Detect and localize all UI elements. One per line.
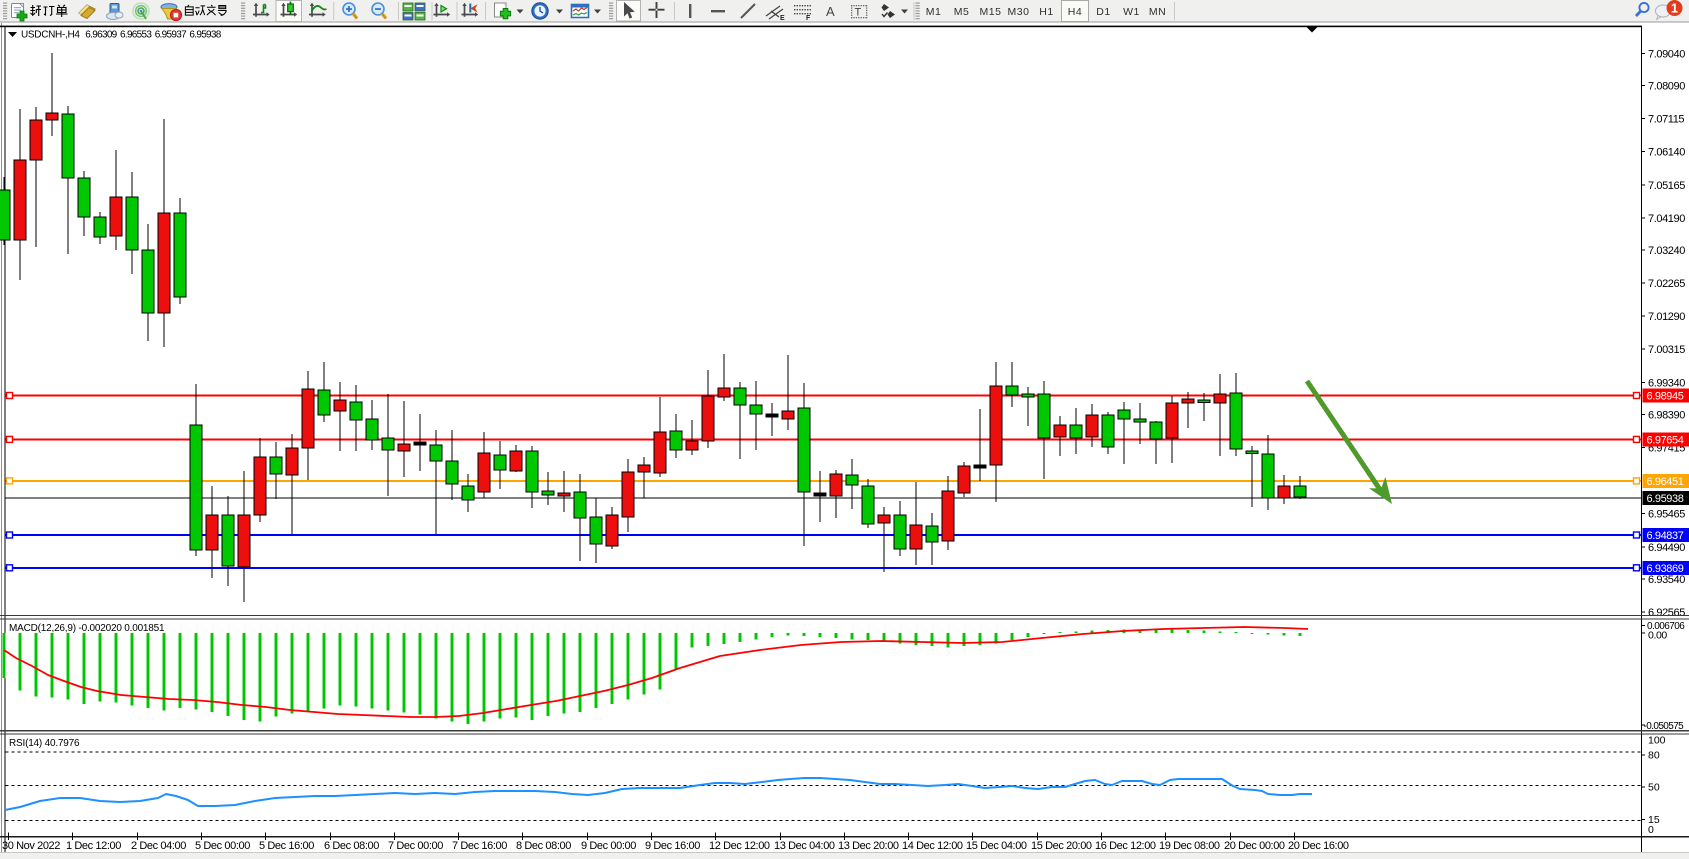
- svg-text:30 Nov 2022: 30 Nov 2022: [2, 840, 60, 852]
- svg-text:7.06140: 7.06140: [1648, 147, 1685, 159]
- svg-text:H4: H4: [1068, 6, 1082, 18]
- svg-text:8 Dec 08:00: 8 Dec 08:00: [516, 840, 571, 852]
- svg-text:5 Dec 00:00: 5 Dec 00:00: [195, 840, 250, 852]
- svg-text:6.99340: 6.99340: [1648, 377, 1685, 389]
- svg-text:0: 0: [1648, 824, 1654, 836]
- svg-text:9 Dec 16:00: 9 Dec 16:00: [645, 840, 700, 852]
- svg-text:6.98390: 6.98390: [1648, 410, 1685, 422]
- svg-text:6.92565: 6.92565: [1648, 607, 1685, 619]
- svg-text:12 Dec 12:00: 12 Dec 12:00: [709, 840, 770, 852]
- svg-text:15 Dec 20:00: 15 Dec 20:00: [1031, 840, 1092, 852]
- svg-text:7.08090: 7.08090: [1648, 81, 1685, 93]
- svg-text:7.07115: 7.07115: [1648, 114, 1684, 126]
- svg-text:6.96553: 6.96553: [120, 30, 152, 41]
- svg-text:16 Dec 12:00: 16 Dec 12:00: [1095, 840, 1156, 852]
- svg-text:MN: MN: [1149, 6, 1166, 18]
- svg-text:6.95937: 6.95937: [155, 30, 187, 41]
- svg-text:6.95465: 6.95465: [1648, 509, 1685, 521]
- svg-text:7.01290: 7.01290: [1648, 311, 1685, 323]
- svg-text:7 Dec 00:00: 7 Dec 00:00: [388, 840, 443, 852]
- svg-text:M15: M15: [980, 6, 1002, 18]
- svg-text:M5: M5: [954, 6, 970, 18]
- svg-text:15: 15: [1648, 814, 1660, 826]
- svg-text:6 Dec 08:00: 6 Dec 08:00: [324, 840, 379, 852]
- svg-text:M30: M30: [1008, 6, 1030, 18]
- svg-text:6.96451: 6.96451: [1647, 476, 1684, 488]
- svg-text:-0.050575: -0.050575: [1644, 721, 1685, 732]
- svg-text:5 Dec 16:00: 5 Dec 16:00: [259, 840, 314, 852]
- svg-text:6.94837: 6.94837: [1647, 530, 1684, 542]
- svg-text:1 Dec 12:00: 1 Dec 12:00: [66, 840, 121, 852]
- svg-text:15 Dec 04:00: 15 Dec 04:00: [966, 840, 1027, 852]
- svg-text:19 Dec 08:00: 19 Dec 08:00: [1159, 840, 1220, 852]
- svg-text:20 Dec 00:00: 20 Dec 00:00: [1224, 840, 1285, 852]
- svg-text:9 Dec 00:00: 9 Dec 00:00: [581, 840, 636, 852]
- svg-text:6.96309: 6.96309: [85, 30, 117, 41]
- svg-text:6.97654: 6.97654: [1647, 434, 1684, 446]
- svg-text:80: 80: [1648, 750, 1660, 762]
- svg-text:USDCNH-,H4: USDCNH-,H4: [21, 30, 80, 41]
- svg-text:100: 100: [1648, 735, 1666, 747]
- svg-text:20 Dec 16:00: 20 Dec 16:00: [1288, 840, 1349, 852]
- svg-text:0.006706: 0.006706: [1647, 621, 1685, 632]
- svg-text:7.09040: 7.09040: [1648, 48, 1685, 60]
- svg-text:14 Dec 12:00: 14 Dec 12:00: [902, 840, 963, 852]
- svg-text:6.93869: 6.93869: [1647, 563, 1684, 575]
- svg-text:T: T: [855, 7, 862, 19]
- svg-text:E: E: [780, 15, 785, 22]
- svg-text:F: F: [806, 15, 811, 22]
- svg-text:7.03240: 7.03240: [1648, 245, 1685, 257]
- svg-text:6.93540: 6.93540: [1648, 574, 1685, 586]
- svg-text:D1: D1: [1096, 6, 1110, 18]
- svg-text:MACD(12,26,9) -0.002020 0.0018: MACD(12,26,9) -0.002020 0.001851: [9, 623, 165, 634]
- svg-text:6.94490: 6.94490: [1648, 542, 1685, 554]
- svg-text:1: 1: [1671, 1, 1678, 16]
- svg-text:A: A: [826, 4, 835, 19]
- svg-text:7.00315: 7.00315: [1648, 344, 1685, 356]
- svg-text:13 Dec 04:00: 13 Dec 04:00: [774, 840, 835, 852]
- svg-text:2 Dec 04:00: 2 Dec 04:00: [131, 840, 186, 852]
- svg-text:RSI(14) 40.7976: RSI(14) 40.7976: [9, 738, 80, 749]
- svg-text:7.04190: 7.04190: [1648, 213, 1685, 225]
- svg-text:6.95938: 6.95938: [189, 30, 221, 41]
- svg-text:6.98945: 6.98945: [1647, 391, 1684, 403]
- svg-text:M1: M1: [926, 6, 942, 18]
- svg-text:7.05165: 7.05165: [1648, 180, 1685, 192]
- svg-text:0.00: 0.00: [1648, 630, 1667, 642]
- svg-text:7 Dec 16:00: 7 Dec 16:00: [452, 840, 507, 852]
- svg-text:H1: H1: [1039, 6, 1053, 18]
- svg-text:50: 50: [1648, 782, 1660, 794]
- svg-text:7.02265: 7.02265: [1648, 278, 1685, 290]
- svg-text:W1: W1: [1123, 6, 1140, 18]
- svg-text:6.95938: 6.95938: [1647, 493, 1684, 505]
- svg-text:13 Dec 20:00: 13 Dec 20:00: [838, 840, 899, 852]
